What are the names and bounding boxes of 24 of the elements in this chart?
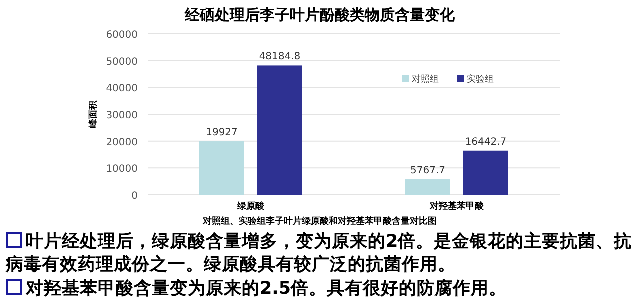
text: 对照组、实验组李子叶片绿原酸和对羟基苯甲酸含量对比图 <box>202 216 437 227</box>
y-tick-label: 40000 <box>106 84 138 95</box>
chart-title: 经硒处理后李子叶片酚酸类物质含量变化 <box>184 6 456 24</box>
y-tick-label: 10000 <box>106 164 138 176</box>
legend-label: 对照组 <box>412 74 439 85</box>
legend-label: 实验组 <box>467 74 494 85</box>
data-label: 48184.8 <box>259 52 301 63</box>
y-tick-label: 50000 <box>106 56 138 68</box>
y-tick-label: 60000 <box>106 30 138 41</box>
data-label: 5767.7 <box>410 166 446 177</box>
y-axis-title: 峰面积 <box>88 100 99 128</box>
y-tick-label: 30000 <box>106 110 138 122</box>
bar <box>406 180 450 195</box>
bar <box>258 66 302 195</box>
bar <box>464 150 508 195</box>
text: 对羟基苯甲酸含量变为原来的2.5倍。具有很好的防腐作用。 <box>24 278 508 301</box>
y-tick-label: 20000 <box>106 137 138 148</box>
text: 叶片经处理后，绿原酸含量增多，变为原来的2倍。是金银花的主要抗菌、抗病毒有效药理成份之一。绿原酸具有较广泛的抗菌作用。 <box>6 231 634 277</box>
data-label: 16442.7 <box>465 136 507 148</box>
x-tick-label: 对羟基苯甲酸 <box>429 201 485 212</box>
bar <box>200 142 244 195</box>
y-tick-label: 0 <box>132 191 138 202</box>
data-label: 19927 <box>206 128 238 139</box>
x-tick-label: 绿原酸 <box>236 201 266 212</box>
